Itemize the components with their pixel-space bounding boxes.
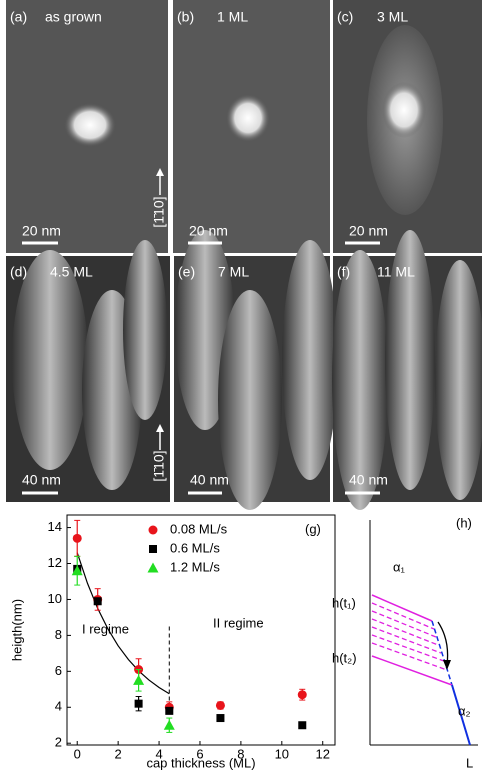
direction-label: [1̄10]	[151, 196, 167, 227]
figure: (a) as grown 20 nm (b) 1 ML 20 nm (c) 3 ML 20 nm…	[0, 0, 482, 773]
panel-images	[6, 0, 482, 510]
diagram: h(t₁) h(t₂) α₁ α₂ L (h)	[332, 515, 478, 770]
diagram-label: h(t₁)	[332, 595, 356, 610]
panel-title: 7 ML	[218, 264, 249, 280]
x-tick-label: 0	[74, 746, 81, 761]
point	[135, 700, 143, 708]
page: (a) as grown 20 nm (b) 1 ML 20 nm (c) 3 ML 20 nm…	[0, 0, 482, 773]
annotation: II regime	[213, 615, 264, 630]
y-tick-label: 6	[55, 663, 62, 678]
panel-label: (g)	[305, 521, 321, 536]
scale-label: 20 nm	[22, 223, 61, 239]
scale-label: 40 nm	[349, 472, 388, 488]
legend-label: 0.6 ML/s	[170, 540, 220, 555]
point	[165, 707, 173, 715]
y-tick-label: 12	[48, 555, 62, 570]
y-tick-label: 14	[48, 519, 62, 534]
scale-label: 40 nm	[190, 472, 229, 488]
point	[216, 714, 224, 722]
panel-title: 1 ML	[217, 9, 248, 25]
scale-label: 20 nm	[189, 223, 228, 239]
x-tick-label: 2	[115, 746, 122, 761]
direction-label: [1̄10]	[151, 450, 167, 481]
legend-label: 0.08 ML/s	[170, 521, 228, 536]
panel-label: (b)	[177, 9, 194, 25]
diagram-label: α₂	[458, 703, 471, 718]
diagram-label: α₁	[393, 559, 406, 574]
panel-title: 11 ML	[377, 264, 415, 280]
scale-label: 20 nm	[349, 223, 388, 239]
diagram-label: L	[466, 755, 473, 770]
y-tick-label: 8	[55, 627, 62, 642]
point	[298, 721, 306, 729]
point	[94, 597, 102, 605]
panel-label: (c)	[337, 9, 353, 25]
y-tick-label: 4	[55, 699, 62, 714]
legend-marker	[148, 563, 159, 573]
x-tick-label: 4	[155, 746, 162, 761]
chart: I regime II regime (g) cap thickness (ML…	[9, 515, 335, 770]
legend-marker	[149, 526, 158, 535]
panel-title: as grown	[45, 9, 102, 25]
panel-label: (h)	[456, 515, 472, 530]
diagram-label: h(t₂)	[332, 650, 357, 665]
panel-label: (f)	[337, 264, 350, 280]
panel-label: (a)	[10, 9, 27, 25]
scale-label: 40 nm	[22, 472, 61, 488]
point	[133, 675, 144, 685]
x-tick-label: 10	[275, 746, 289, 761]
panel-label: (e)	[178, 264, 195, 280]
point	[73, 534, 82, 543]
y-axis-label: heigth(nm)	[9, 599, 24, 661]
y-tick-label: 10	[48, 591, 62, 606]
y-tick-label: 2	[55, 735, 62, 750]
legend-label: 1.2 ML/s	[170, 559, 220, 574]
x-tick-label: 8	[237, 746, 244, 761]
legend-marker	[149, 545, 157, 553]
x-tick-label: 6	[196, 746, 203, 761]
panel-title: 3 ML	[377, 9, 408, 25]
point	[216, 701, 225, 710]
x-tick-label: 12	[315, 746, 329, 761]
point	[164, 720, 175, 730]
point	[298, 690, 307, 699]
panel-label: (d)	[10, 264, 27, 280]
panel-title: 4.5 ML	[50, 264, 93, 280]
